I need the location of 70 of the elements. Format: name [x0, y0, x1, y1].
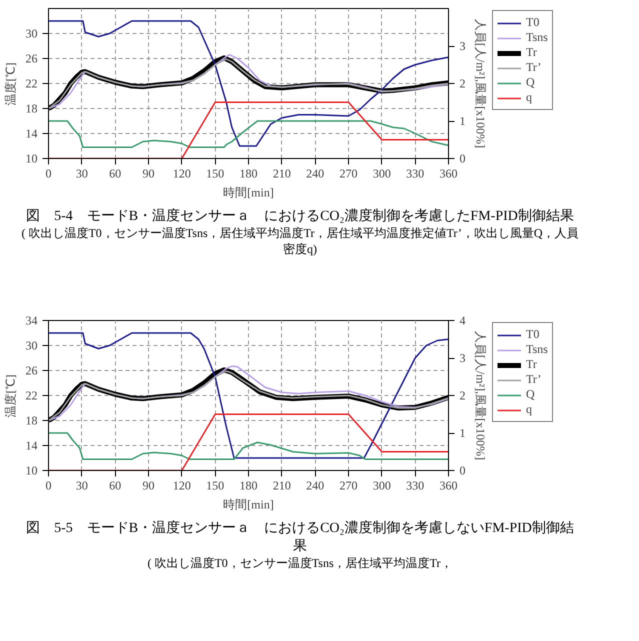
- x-tick-label: 210: [272, 166, 291, 180]
- y-tick-label: 30: [26, 26, 38, 40]
- y2-tick-label: 3: [460, 39, 466, 53]
- y2-axis-title: 人員[人/m²],風量[x100%]: [474, 330, 488, 460]
- x-tick-label: 300: [372, 166, 391, 180]
- text: ( 吹出し温度T0，センサー温度Tsns，居住域平均温度Tr，: [146, 556, 454, 572]
- x-tick-label: 0: [46, 478, 52, 492]
- x-tick-label: 90: [142, 478, 154, 492]
- y-tick-label: 34: [26, 314, 38, 328]
- x-tick-label: 270: [340, 166, 358, 180]
- x-tick-label: 240: [306, 478, 324, 492]
- y-tick-label: 26: [26, 52, 38, 66]
- x-tick-label: 120: [172, 478, 191, 492]
- x-tick-label: 150: [206, 478, 224, 492]
- y2-tick-label: 1: [460, 114, 466, 128]
- x-tick-label: 270: [340, 478, 358, 492]
- x-tick-label: 180: [240, 166, 258, 180]
- y2-tick-label: 0: [460, 152, 466, 166]
- x-tick-label: 30: [76, 478, 88, 492]
- y-tick-label: 26: [26, 364, 38, 378]
- y-tick-label: 18: [26, 102, 38, 116]
- y2-tick-label: 0: [460, 464, 466, 478]
- legend-label: q: [526, 402, 533, 417]
- x-tick-label: 330: [406, 478, 424, 492]
- x-tick-label: 360: [440, 166, 458, 180]
- x-tick-label: 60: [109, 166, 122, 180]
- legend-label: Tr’: [526, 372, 542, 387]
- y2-tick-label: 4: [460, 314, 466, 328]
- legend-label: Tsns: [526, 342, 548, 357]
- legend-label: Tsns: [526, 30, 548, 45]
- x-tick-label: 360: [440, 478, 458, 492]
- y-tick-label: 10: [26, 464, 38, 478]
- text: ( 吹出し温度T0，センサー温度Tsns，居住域平均温度Tr，居住域平均温度推定値Tr’，吹出し風量Q，人員密度q): [20, 226, 580, 258]
- text: 図 5-5 モードB・温度センサーａ におけるCO₂濃度制御を考慮しないFM-PID制御結果: [25, 520, 575, 556]
- legend-label: Tr: [526, 45, 538, 60]
- legend-label: Q: [526, 75, 536, 90]
- legend-label: Tr’: [526, 60, 542, 75]
- y2-tick-label: 3: [460, 351, 466, 365]
- x-tick-label: 30: [76, 166, 88, 180]
- y2-tick-label: 2: [460, 76, 466, 90]
- y2-axis-title: 人員[人/m²],風量[x100%]: [474, 18, 488, 148]
- x-axis-title: 時間[min]: [223, 498, 274, 512]
- x-tick-label: 0: [46, 166, 52, 180]
- legend-label: T0: [526, 327, 540, 342]
- x-tick-label: 210: [272, 478, 291, 492]
- x-tick-label: 330: [406, 166, 424, 180]
- y-tick-label: 30: [26, 338, 38, 352]
- y2-tick-label: 2: [460, 388, 466, 402]
- x-tick-label: 90: [142, 166, 154, 180]
- y-axis-title: 温度[℃]: [4, 62, 18, 106]
- y-tick-label: 14: [26, 438, 38, 452]
- text: 図 5-4 モードB・温度センサーａ におけるCO₂濃度制御を考慮したFM-PID制御結果: [25, 208, 575, 226]
- x-tick-label: 60: [109, 478, 122, 492]
- y-tick-label: 22: [26, 76, 38, 90]
- x-tick-label: 300: [372, 478, 391, 492]
- legend-label: q: [526, 90, 533, 105]
- y-axis-title: 温度[℃]: [4, 374, 18, 418]
- legend-label: Tr: [526, 357, 538, 372]
- x-tick-label: 120: [172, 166, 191, 180]
- y-tick-label: 18: [26, 414, 38, 428]
- y2-tick-label: 1: [460, 426, 466, 440]
- x-axis-title: 時間[min]: [223, 186, 274, 200]
- legend-label: Q: [526, 387, 536, 402]
- x-tick-label: 150: [206, 166, 224, 180]
- y-tick-label: 10: [26, 152, 38, 166]
- x-tick-label: 180: [240, 478, 258, 492]
- y-tick-label: 22: [26, 388, 38, 402]
- x-tick-label: 240: [306, 166, 324, 180]
- legend-label: T0: [526, 15, 540, 30]
- y-tick-label: 14: [26, 126, 38, 140]
